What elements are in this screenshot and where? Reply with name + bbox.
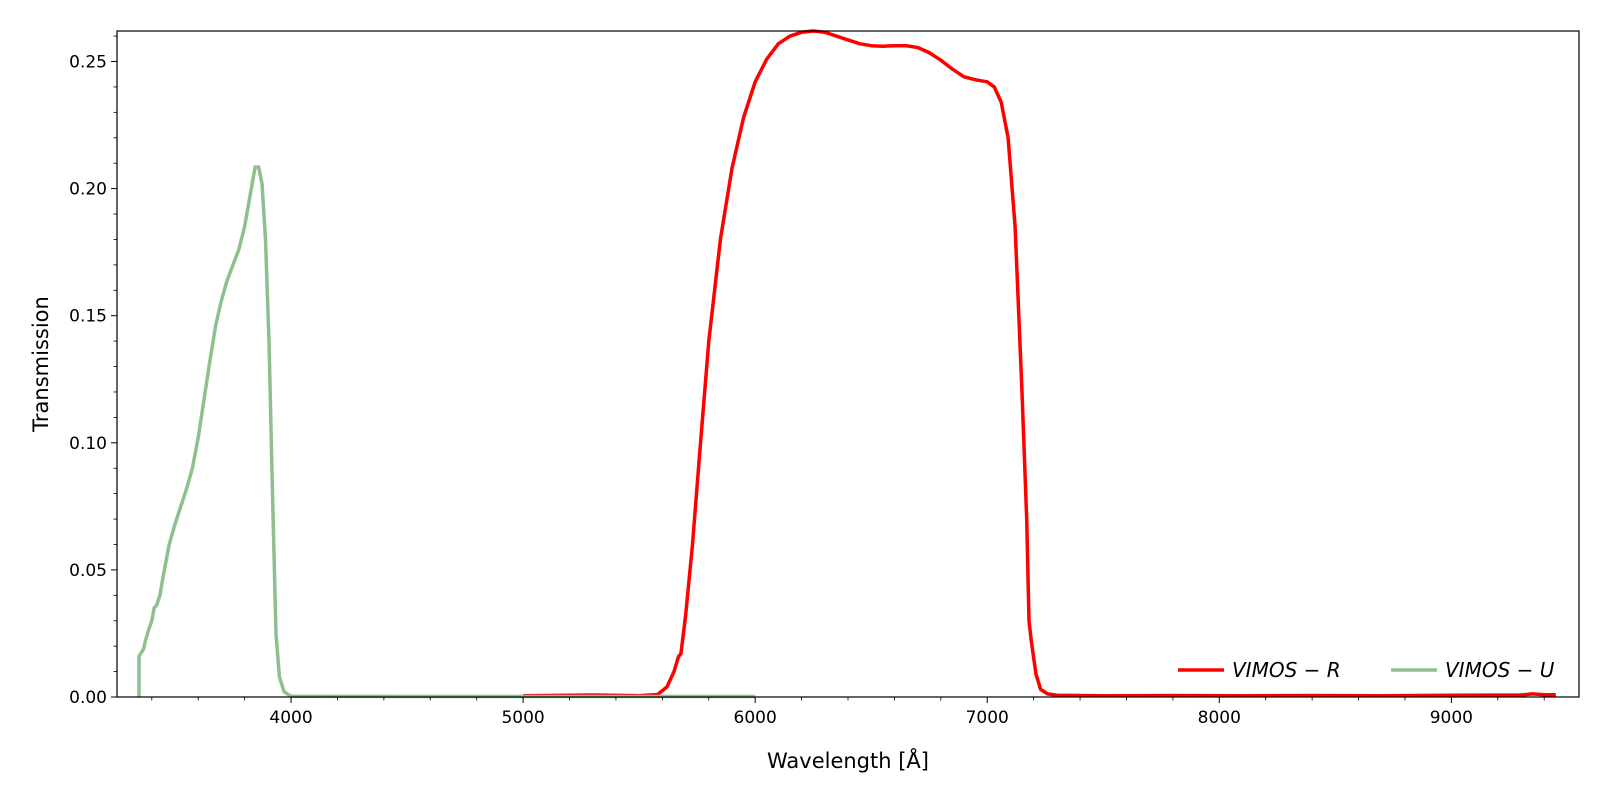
- y-tick-label: 0.15: [69, 307, 107, 327]
- legend: VIMOS − R VIMOS − U: [1178, 658, 1555, 682]
- ticks-layer: 4000 5000 6000 7000 8000 9000 0.00 0.05 0.10 0.15…: [69, 35, 1545, 728]
- x-tick-label: 8000: [1198, 708, 1241, 728]
- y-tick-label: 0.10: [69, 434, 107, 454]
- y-tick-label: 0.20: [69, 180, 107, 200]
- legend-label: VIMOS − R: [1232, 658, 1341, 682]
- x-tick-label: 4000: [269, 708, 312, 728]
- series-line-vimos-u: [137, 165, 756, 699]
- x-axis-title: Wavelength [Å]: [767, 747, 929, 773]
- x-tick-label: 7000: [966, 708, 1009, 728]
- x-tick-label: 5000: [501, 708, 544, 728]
- y-tick-label: 0.25: [69, 53, 107, 73]
- x-tick-label: 6000: [734, 708, 777, 728]
- y-tick-label: 0.00: [69, 688, 107, 708]
- y-axis-title: Transmission: [29, 296, 53, 433]
- y-tick-label: 0.05: [69, 561, 107, 581]
- series-line-vimos-r: [523, 29, 1556, 698]
- series-layer: [137, 29, 1556, 699]
- legend-label: VIMOS − U: [1445, 658, 1555, 682]
- x-tick-label: 9000: [1430, 708, 1473, 728]
- plot-frame: [116, 30, 1580, 698]
